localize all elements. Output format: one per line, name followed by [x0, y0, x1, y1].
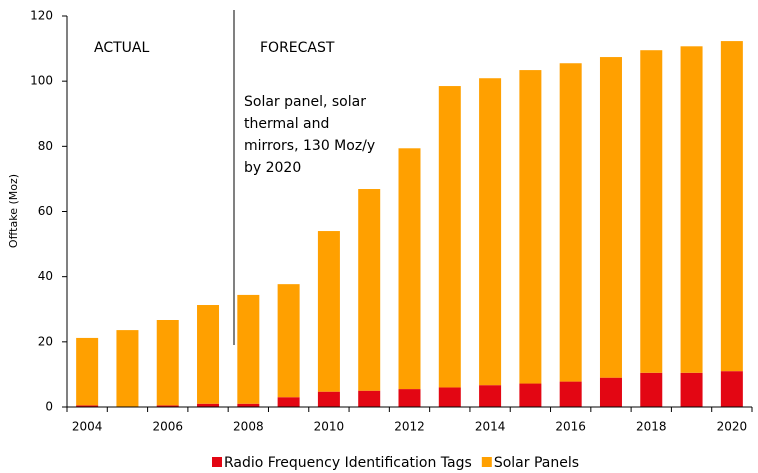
y-tick-label: 20 [38, 334, 53, 348]
x-tick-label: 2004 [72, 420, 103, 434]
bar-segment [559, 63, 582, 382]
bar-segment [317, 391, 340, 407]
y-tick-label: 80 [38, 139, 53, 153]
annotation: mirrors, 130 Moz/y [244, 138, 375, 154]
legend-swatch [212, 457, 222, 467]
bar-segment [237, 403, 260, 407]
x-tick-label: 2020 [717, 420, 748, 434]
y-tick-label: 40 [38, 269, 53, 283]
bar-segment [156, 405, 179, 407]
bar-segment [438, 387, 461, 407]
bar-segment [197, 305, 220, 404]
bar-segment [197, 403, 220, 407]
bar-segment [680, 372, 703, 407]
legend-label: Solar Panels [494, 455, 579, 471]
y-tick-label: 0 [45, 400, 53, 414]
bar-segment [519, 383, 542, 407]
x-tick-label: 2006 [152, 420, 183, 434]
bar-segment [599, 377, 622, 407]
bar-segment [358, 390, 381, 407]
bar-segment [479, 385, 502, 407]
bar-segment [680, 46, 703, 373]
bar-segment [720, 371, 743, 407]
annotation: FORECAST [260, 40, 335, 56]
bar-segment [277, 397, 300, 407]
bar-segment [519, 70, 542, 384]
bar-segment [317, 231, 340, 392]
x-tick-label: 2008 [233, 420, 264, 434]
bar-segment [479, 78, 502, 386]
bar-segment [398, 389, 421, 407]
y-tick-label: 60 [38, 204, 53, 218]
bar-segment [559, 381, 582, 407]
x-tick-label: 2010 [314, 420, 345, 434]
bar-segment [76, 405, 99, 407]
x-tick-label: 2012 [394, 420, 425, 434]
x-tick-label: 2018 [636, 420, 667, 434]
y-tick-label: 120 [30, 9, 53, 23]
annotation: by 2020 [244, 160, 301, 176]
y-tick-label: 100 [30, 74, 53, 88]
bar-segment [720, 41, 743, 372]
x-tick-label: 2014 [475, 420, 506, 434]
bar-segment [358, 189, 381, 391]
bar-segment [640, 50, 663, 373]
bar-segment [76, 337, 99, 406]
annotation: thermal and [244, 116, 329, 132]
bar-segment [116, 330, 139, 407]
bar-segment [438, 86, 461, 388]
bar-segment [398, 148, 421, 390]
y-axis-label: Offtake (Moz) [7, 174, 20, 248]
annotation: Solar panel, solar [244, 94, 366, 110]
bar-segment [277, 284, 300, 398]
bar-segment [237, 294, 260, 404]
legend-swatch [481, 457, 492, 467]
legend-label: Radio Frequency Identification Tags [224, 455, 472, 471]
bar-segment [640, 372, 663, 407]
x-tick-label: 2016 [555, 420, 586, 434]
annotation: ACTUAL [94, 40, 149, 56]
bar-segment [156, 320, 179, 406]
bar-segment [599, 57, 622, 378]
